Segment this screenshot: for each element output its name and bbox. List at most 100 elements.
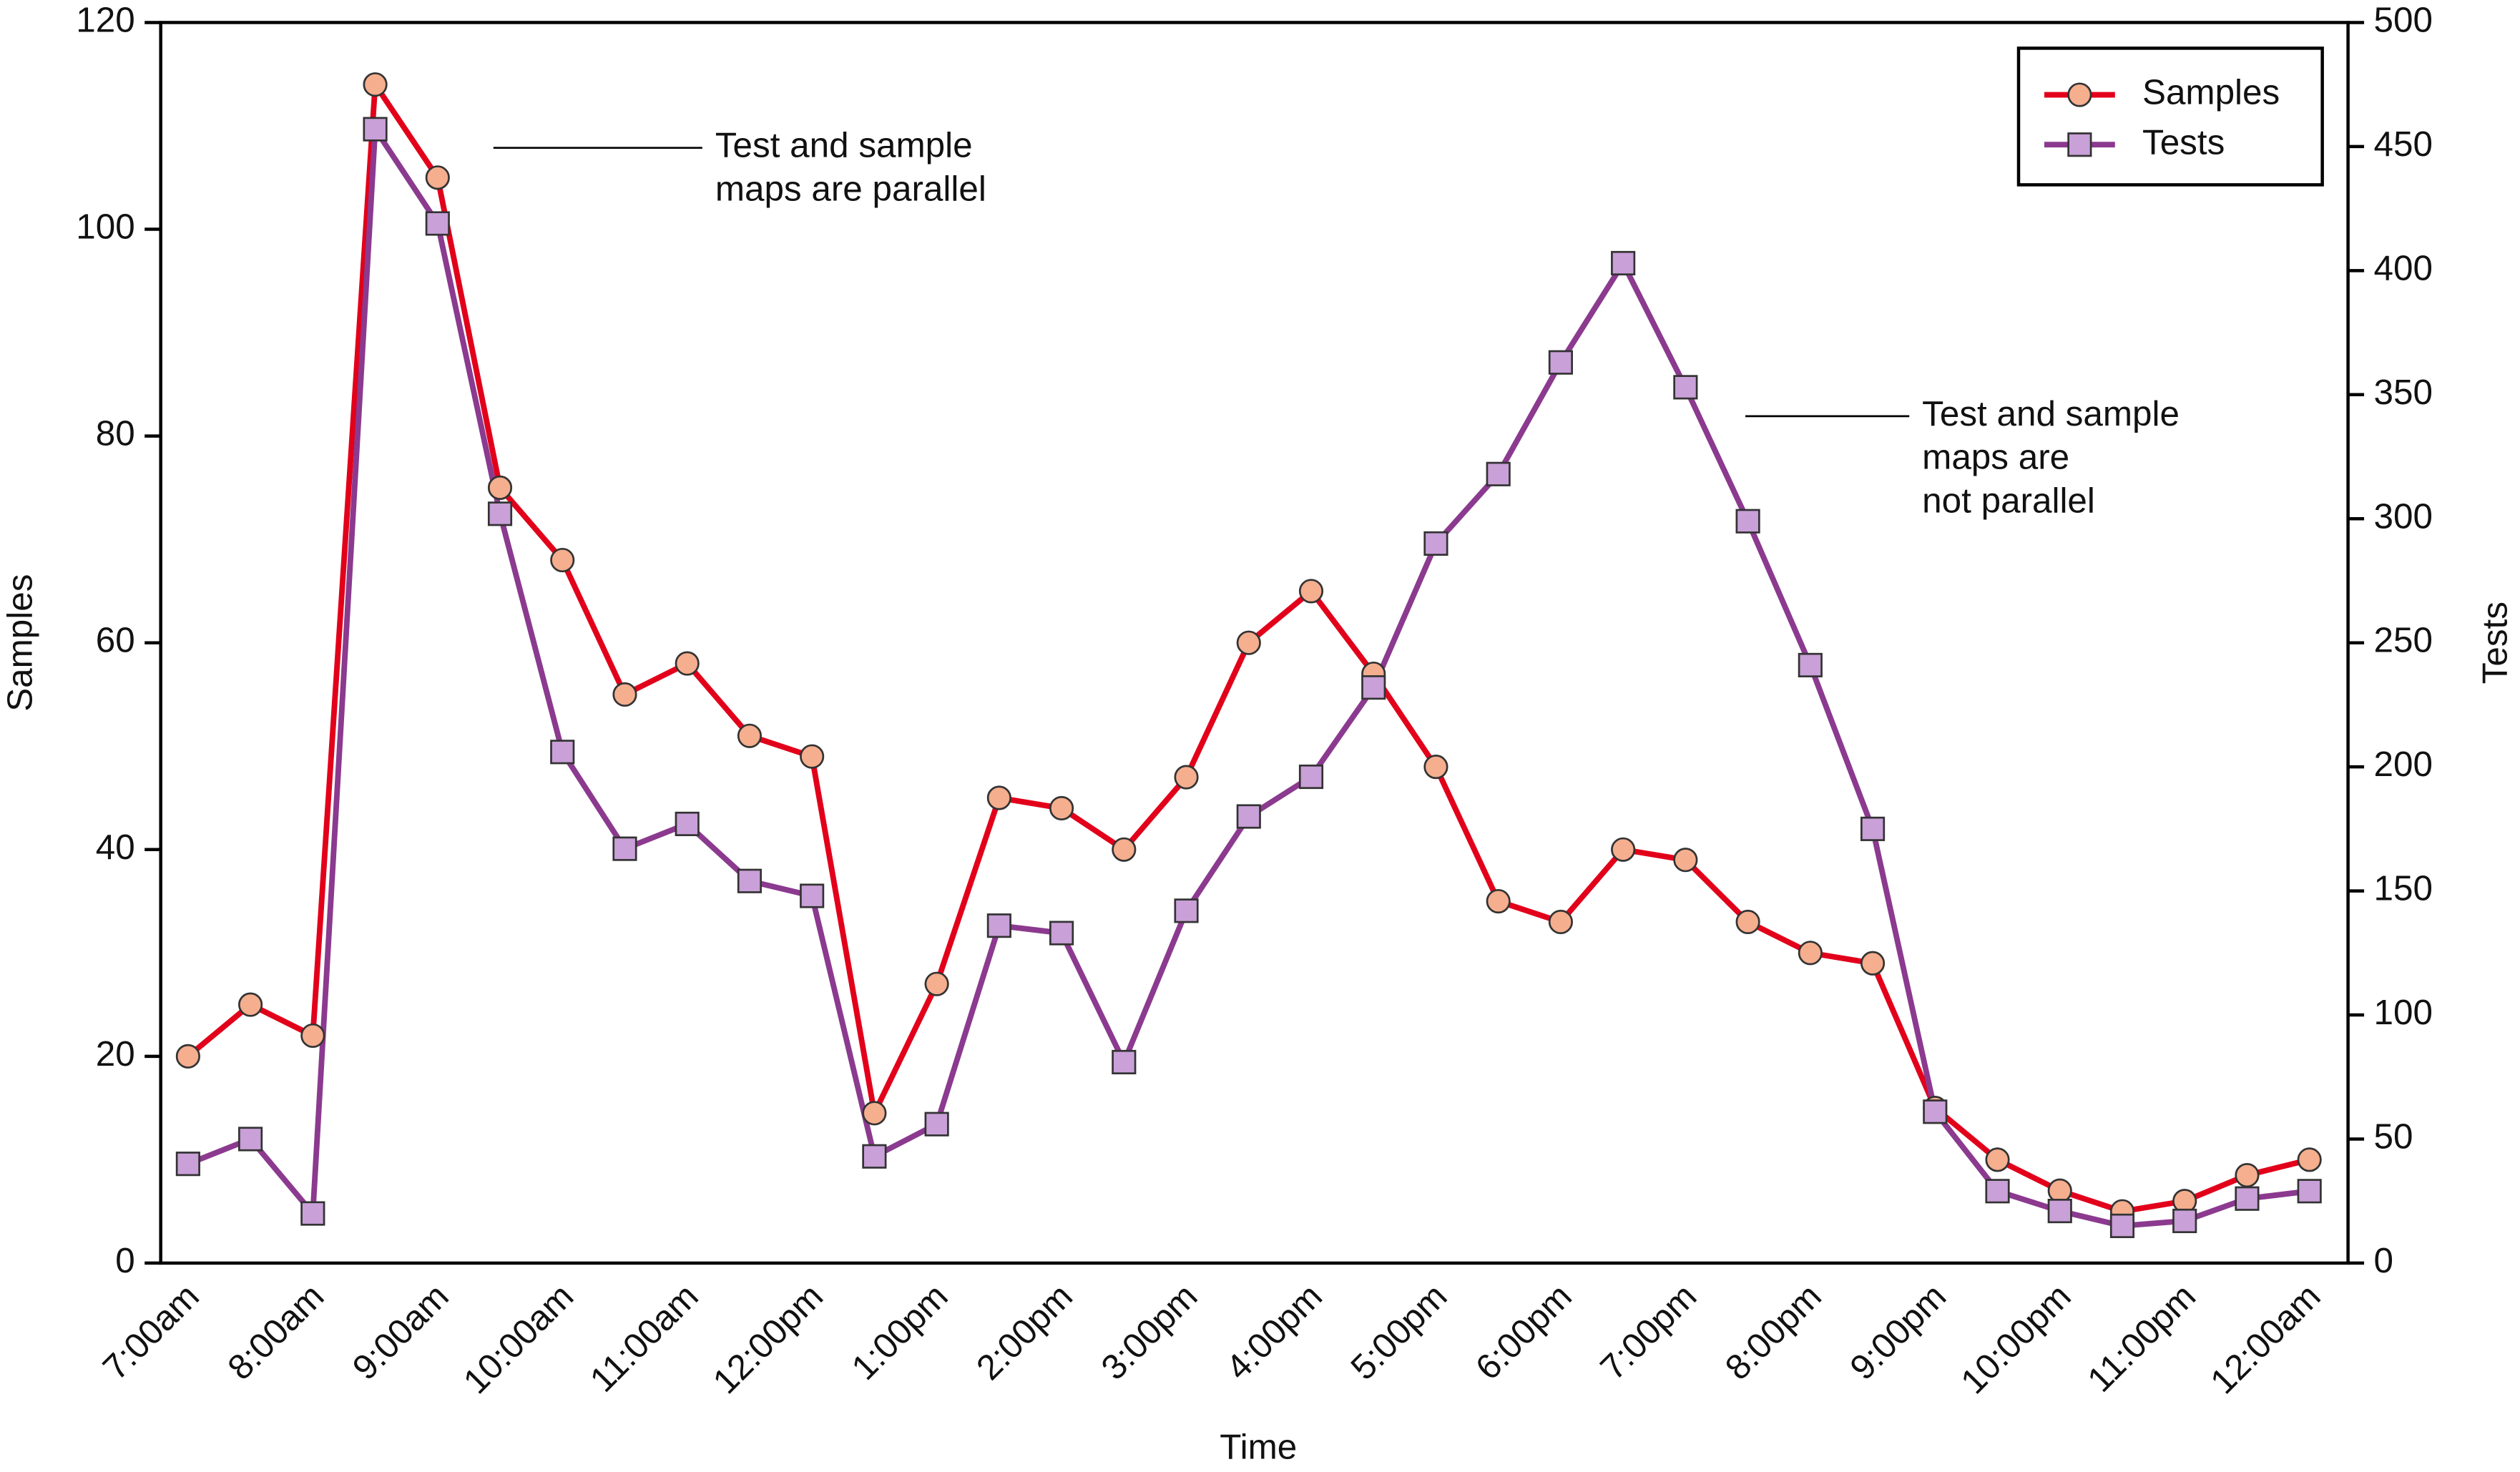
- y-tick-label: 0: [115, 1241, 134, 1280]
- data-point: [175, 1152, 200, 1177]
- x-axis-label: Time: [1220, 1428, 1297, 1467]
- data-point: [862, 1144, 887, 1169]
- x-tick-label: 7:00am: [95, 1276, 206, 1387]
- data-point: [1735, 909, 1760, 935]
- data-point: [1611, 837, 1636, 862]
- x-tick-label: 12:00pm: [705, 1276, 830, 1401]
- x-tick-label: 4:00pm: [1219, 1276, 1330, 1387]
- data-point: [675, 651, 700, 676]
- x-tick-label: 10:00am: [456, 1276, 581, 1401]
- y-tick-label: 60: [96, 621, 135, 660]
- data-point: [612, 682, 637, 707]
- data-point: [1174, 765, 1199, 790]
- data-point: [1611, 250, 1636, 276]
- y2-axis-label: Tests: [2476, 602, 2515, 684]
- y2-tick-label: 100: [2374, 993, 2433, 1032]
- x-tick-label: 11:00am: [582, 1276, 705, 1399]
- y2-tick-label: 0: [2374, 1241, 2393, 1280]
- legend-swatch-marker: [2067, 132, 2092, 157]
- x-tick-label: 6:00pm: [1468, 1276, 1579, 1387]
- data-point: [1298, 764, 1324, 790]
- data-point: [1486, 461, 1511, 486]
- x-tick-label: 11:00pm: [2080, 1276, 2203, 1399]
- data-point: [1923, 1099, 1948, 1124]
- x-tick-label: 8:00pm: [1717, 1276, 1828, 1387]
- data-point: [612, 836, 637, 861]
- data-point: [2047, 1178, 2072, 1203]
- data-point: [1548, 909, 1573, 935]
- data-point: [1735, 509, 1760, 534]
- data-point: [1112, 1049, 1137, 1075]
- data-point: [800, 883, 825, 908]
- data-point: [363, 72, 388, 97]
- data-point: [737, 723, 763, 748]
- data-point: [550, 740, 575, 765]
- legend-label: Tests: [2142, 122, 2225, 162]
- data-point: [487, 475, 513, 500]
- y-axis-label: Samples: [1, 574, 40, 712]
- data-point: [1486, 888, 1511, 914]
- y2-tick-label: 150: [2374, 869, 2433, 908]
- data-point: [487, 501, 513, 526]
- data-point: [2109, 1213, 2135, 1238]
- x-tick-label: 8:00am: [220, 1276, 331, 1387]
- series-line: [187, 126, 2310, 1229]
- data-point: [363, 117, 388, 142]
- data-point: [300, 1023, 325, 1049]
- data-point: [1798, 652, 1823, 677]
- y-tick-label: 80: [96, 414, 135, 453]
- data-point: [300, 1201, 325, 1226]
- data-point: [238, 1127, 263, 1152]
- y2-tick-label: 50: [2374, 1117, 2413, 1157]
- y2-tick-label: 350: [2374, 373, 2433, 412]
- x-tick-label: 9:00am: [345, 1276, 456, 1387]
- data-point: [2047, 1199, 2072, 1224]
- data-point: [425, 165, 450, 190]
- data-point: [1423, 755, 1448, 780]
- y2-tick-label: 500: [2374, 1, 2433, 40]
- data-point: [2297, 1179, 2322, 1204]
- y-tick-label: 40: [96, 828, 135, 867]
- data-point: [675, 811, 700, 836]
- data-point: [1298, 579, 1324, 604]
- data-point: [1049, 921, 1074, 946]
- y2-tick-label: 300: [2374, 496, 2433, 536]
- annotation-text: not parallel: [1922, 481, 2095, 520]
- data-point: [1860, 816, 1886, 841]
- data-point: [1049, 795, 1074, 821]
- annotation-text: Test and sample: [715, 126, 973, 165]
- data-point: [2172, 1208, 2197, 1234]
- data-point: [238, 992, 263, 1017]
- y2-tick-label: 400: [2374, 248, 2433, 288]
- data-point: [2297, 1147, 2322, 1172]
- data-point: [1236, 630, 1261, 655]
- legend-label: Samples: [2142, 73, 2280, 112]
- data-point: [550, 547, 575, 573]
- y-tick-label: 100: [76, 207, 134, 247]
- data-point: [1985, 1147, 2010, 1172]
- data-point: [1798, 941, 1823, 966]
- data-point: [1174, 898, 1199, 923]
- legend-swatch-marker: [2067, 82, 2092, 107]
- data-point: [1673, 375, 1698, 400]
- data-point: [2235, 1186, 2260, 1211]
- data-point: [1673, 848, 1698, 873]
- legend-box: [2016, 46, 2324, 187]
- data-point: [862, 1101, 887, 1126]
- y-tick-label: 120: [76, 1, 134, 40]
- x-tick-label: 5:00pm: [1343, 1276, 1454, 1387]
- y2-tick-label: 250: [2374, 621, 2433, 660]
- data-point: [800, 744, 825, 769]
- x-tick-label: 9:00pm: [1843, 1276, 1953, 1387]
- data-point: [737, 868, 763, 893]
- data-point: [924, 1112, 949, 1137]
- data-point: [924, 971, 949, 996]
- y-tick-label: 20: [96, 1034, 135, 1074]
- y2-tick-label: 200: [2374, 745, 2433, 784]
- data-point: [1860, 951, 1886, 976]
- data-point: [1112, 837, 1137, 862]
- data-point: [2235, 1162, 2260, 1188]
- data-point: [1361, 675, 1386, 700]
- x-tick-label: 10:00pm: [1953, 1276, 2079, 1401]
